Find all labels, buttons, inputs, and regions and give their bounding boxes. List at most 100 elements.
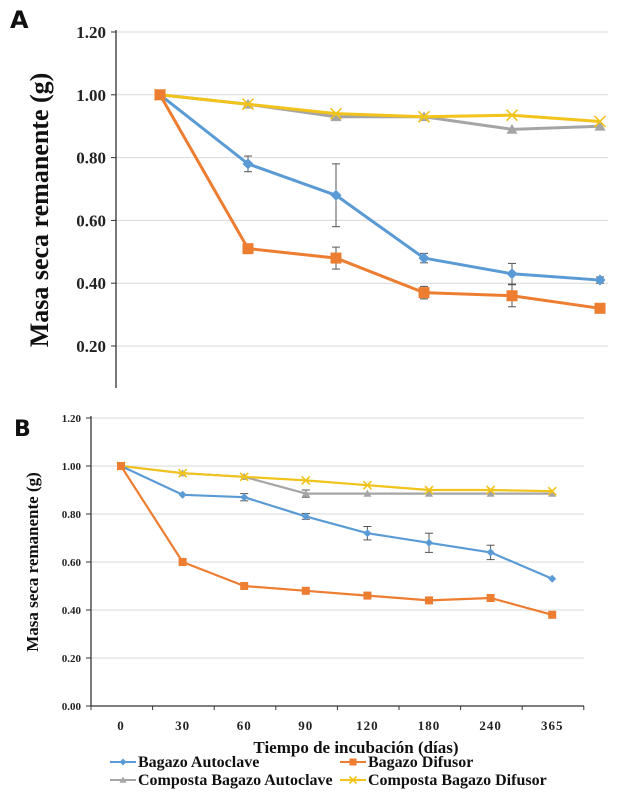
- data-point: [330, 111, 342, 122]
- panel-a-y-axis-title: Masa seca remanente (g): [25, 73, 54, 348]
- data-point: [363, 591, 372, 600]
- y-tick-label: 0.80: [76, 149, 106, 168]
- series-line: [120, 465, 553, 580]
- data-point: [241, 98, 255, 111]
- y-tick-label: 0.40: [76, 274, 106, 293]
- series-composta-bagazo-difusor: [116, 461, 557, 496]
- data-point: [506, 290, 518, 302]
- data-point: [486, 489, 495, 497]
- x-tick-label: 120: [356, 718, 379, 733]
- data-point: [506, 268, 518, 280]
- y-tick-label: 1.00: [76, 86, 106, 105]
- data-point: [418, 287, 430, 299]
- data-point: [362, 480, 372, 490]
- panel-b-letter: B: [14, 417, 31, 442]
- data-point: [548, 574, 557, 583]
- data-point: [486, 594, 495, 602]
- data-point: [548, 610, 557, 619]
- y-tick-label: 0.00: [62, 701, 82, 713]
- legend-marker-icon: [119, 758, 127, 766]
- data-point: [594, 120, 606, 131]
- data-point: [418, 252, 430, 264]
- y-tick-label: 1.20: [62, 413, 82, 425]
- y-tick-label: 0.80: [62, 509, 82, 521]
- data-point: [506, 123, 518, 134]
- data-point: [547, 486, 557, 496]
- data-point: [117, 462, 125, 470]
- x-tick-label: 240: [479, 718, 502, 733]
- data-point: [240, 582, 249, 590]
- data-point: [154, 89, 166, 101]
- data-point: [240, 493, 249, 502]
- panel-a-letter: A: [10, 6, 29, 34]
- y-tick-label: 0.60: [76, 211, 106, 230]
- data-point: [178, 490, 187, 499]
- series-composta-bagazo-autoclave: [154, 89, 606, 134]
- data-point: [425, 596, 433, 605]
- series-line: [158, 94, 601, 310]
- data-point: [417, 110, 431, 123]
- data-point: [178, 468, 188, 478]
- legend-label: Composta Bagazo Difusor: [368, 772, 547, 789]
- legend-item: Bagazo Difusor: [340, 754, 473, 771]
- legend-label: Bagazo Difusor: [368, 754, 473, 771]
- y-tick-label: 0.40: [62, 605, 82, 617]
- legend-item: Composta Bagazo Difusor: [340, 772, 547, 789]
- x-tick-label: 30: [175, 718, 190, 733]
- series-line: [159, 93, 601, 123]
- legend-marker-icon: [349, 758, 357, 766]
- series-line: [159, 93, 601, 282]
- y-tick-label: 0.60: [62, 557, 82, 569]
- data-point: [505, 109, 519, 122]
- series-line: [120, 464, 553, 493]
- y-tick-label: 1.20: [76, 23, 106, 42]
- data-point: [301, 586, 310, 595]
- data-point: [239, 472, 249, 482]
- series-line: [120, 465, 553, 616]
- legend-marker-icon: [348, 775, 358, 785]
- data-point: [486, 548, 495, 557]
- panel-a: A Masa seca remanente (g) 0.20 0.40 0.60 0.…: [10, 6, 608, 388]
- data-point: [242, 158, 254, 170]
- legend-item: Composta Bagazo Autoclave: [110, 772, 333, 789]
- y-tick-label: 0.20: [62, 653, 82, 665]
- series-bagazo-difusor: [117, 462, 557, 619]
- data-point: [593, 115, 607, 128]
- series-line: [159, 93, 601, 131]
- x-tick-label: 90: [298, 718, 313, 733]
- x-tick-label: 180: [418, 718, 441, 733]
- data-point: [548, 489, 557, 497]
- data-point: [486, 485, 496, 495]
- x-tick-label: 60: [237, 718, 252, 733]
- data-point: [301, 512, 310, 521]
- series-bagazo-difusor: [154, 89, 606, 314]
- data-point: [594, 302, 606, 314]
- x-tick-label: 365: [541, 718, 564, 733]
- data-point: [425, 538, 433, 547]
- y-tick-label: 0.20: [76, 337, 106, 356]
- panel-b-x-axis-title: Tiempo de incubación (días): [253, 738, 458, 757]
- data-point: [363, 529, 372, 538]
- x-tick-label: 0: [117, 718, 125, 733]
- y-tick-label: 1.00: [62, 461, 82, 473]
- data-point: [594, 274, 606, 286]
- data-point: [301, 489, 310, 497]
- data-point: [329, 107, 343, 120]
- data-point: [330, 189, 342, 201]
- data-point: [425, 489, 433, 497]
- data-point: [424, 485, 434, 495]
- series-bagazo-autoclave: [154, 89, 606, 286]
- data-point: [363, 489, 372, 497]
- data-point: [178, 558, 187, 566]
- legend-marker-icon: [119, 776, 127, 783]
- data-point: [242, 243, 254, 255]
- legend-label: Bagazo Autoclave: [138, 754, 259, 771]
- data-point: [301, 475, 311, 485]
- legend-label: Composta Bagazo Autoclave: [138, 772, 333, 789]
- legend-item: Bagazo Autoclave: [110, 754, 259, 771]
- data-point: [330, 252, 342, 264]
- panel-b: B Masa seca remanente (g) 0.00 0.20 0.40 0.…: [14, 413, 585, 757]
- panel-b-y-axis-title: Masa seca remanente (g): [23, 472, 42, 652]
